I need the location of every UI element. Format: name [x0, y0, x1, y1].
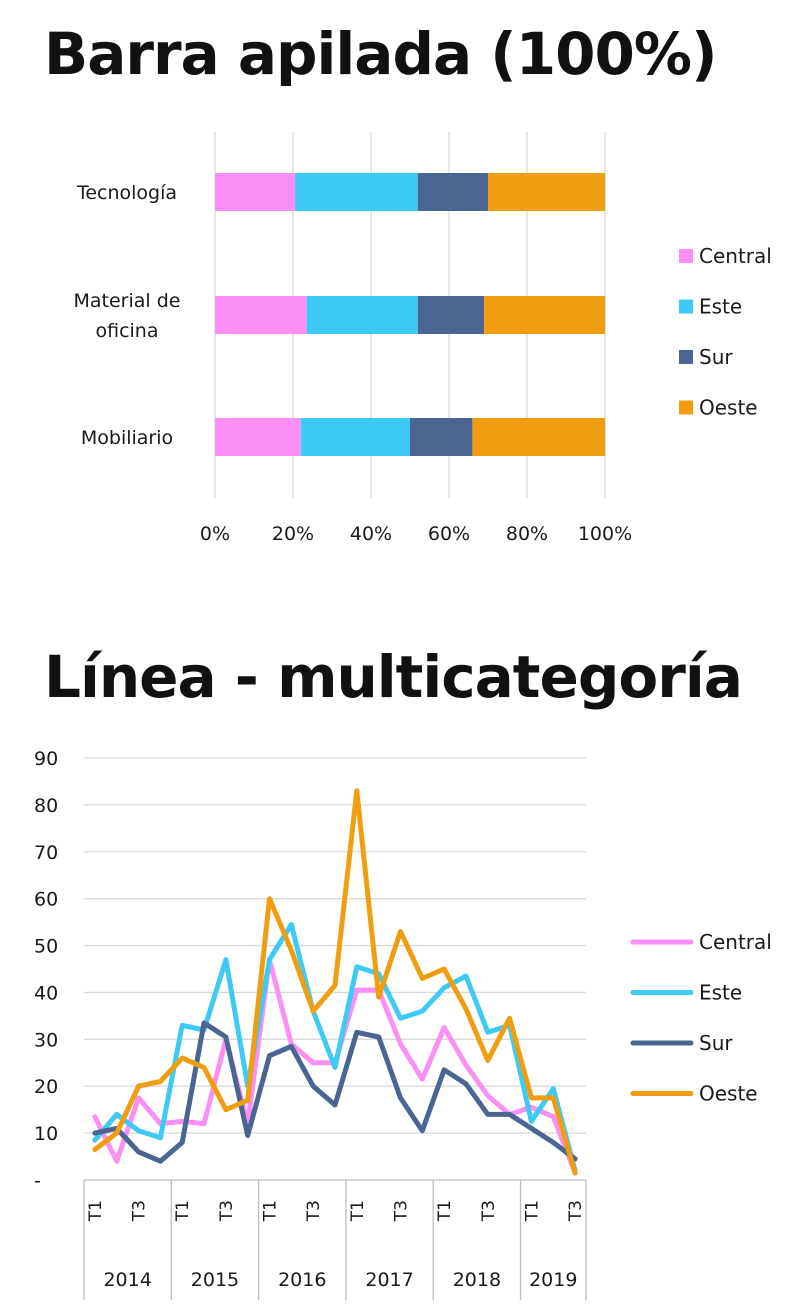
bar-segment-sur	[417, 173, 488, 211]
y-tick-label: 40	[34, 982, 58, 1004]
series-line-oeste	[92, 788, 578, 1176]
year-label: 2017	[365, 1269, 413, 1291]
quarter-label: T3	[217, 1200, 237, 1222]
bar-segment-oeste	[472, 418, 605, 456]
stacked-bar-chart: 0% 20% 40% 60% 80% 100% Tecnología Material de o…	[74, 132, 772, 545]
quarter-label: T1	[173, 1200, 193, 1222]
quarter-label: T3	[391, 1200, 411, 1222]
x-tick-label: 0%	[200, 523, 230, 545]
legend-label-central: Central	[699, 244, 772, 268]
quarter-label: T1	[435, 1200, 455, 1222]
year-label: 2014	[103, 1269, 151, 1291]
y-tick-label: 30	[34, 1029, 58, 1051]
quarter-label: T1	[348, 1200, 368, 1222]
year-label: 2018	[453, 1269, 501, 1291]
year-label: 2015	[191, 1269, 239, 1291]
y-tick-label: 80	[34, 795, 58, 817]
bar-segment-este	[306, 296, 418, 334]
year-label: 2016	[278, 1269, 326, 1291]
quarter-label: T3	[304, 1200, 324, 1222]
x-tick-label: 60%	[428, 523, 470, 545]
legend-swatch-central	[679, 249, 693, 263]
legend-swatch-sur	[679, 350, 693, 364]
legend-label-oeste: Oeste	[699, 1082, 758, 1106]
quarter-label: T3	[130, 1200, 150, 1222]
legend-label-sur: Sur	[699, 1031, 733, 1055]
category-label: Material de oficina	[74, 290, 181, 342]
year-label: 2019	[529, 1269, 577, 1291]
bar-segment-central	[215, 418, 301, 456]
quarter-label: T3	[479, 1200, 499, 1222]
category-label: Tecnología	[76, 182, 177, 204]
bar-segment-este	[294, 173, 418, 211]
legend-swatch-oeste	[679, 400, 693, 415]
quarter-label: T3	[566, 1200, 586, 1222]
bar-segment-este	[300, 418, 410, 456]
x-tick-label: 40%	[350, 523, 392, 545]
series-line-sur	[92, 1020, 578, 1164]
y-tick-label: 70	[34, 842, 58, 864]
legend-label-este: Este	[699, 981, 742, 1005]
x-tick-label: 100%	[578, 523, 632, 545]
chart-title-line: Línea - multicategoría	[44, 643, 743, 711]
y-tick-label: 20	[34, 1076, 58, 1098]
legend-label-central: Central	[699, 930, 772, 954]
y-tick-label: 60	[34, 889, 58, 911]
bar-segment-sur	[410, 418, 473, 456]
y-tick-label: 50	[34, 936, 58, 958]
legend-label-oeste: Oeste	[699, 396, 758, 420]
bar-segment-central	[215, 296, 307, 334]
bar-segment-oeste	[488, 173, 605, 211]
x-tick-label: 80%	[506, 523, 548, 545]
legend-label-este: Este	[699, 295, 742, 319]
bar-segment-sur	[417, 296, 485, 334]
chart-title-stacked-bar: Barra apilada (100%)	[44, 20, 717, 88]
y-tick-label: -	[34, 1170, 41, 1192]
y-tick-label: 10	[34, 1123, 58, 1145]
legend-swatch-este	[679, 299, 693, 314]
legend-label-sur: Sur	[699, 345, 733, 369]
bar-segment-oeste	[484, 296, 605, 334]
x-tick-label: 20%	[272, 523, 314, 545]
category-label: Mobiliario	[81, 427, 173, 449]
quarter-label: T1	[86, 1200, 106, 1222]
quarter-label: T1	[522, 1200, 542, 1222]
quarter-label: T1	[261, 1200, 281, 1222]
bar-segment-central	[215, 173, 295, 211]
y-tick-label: 90	[34, 748, 58, 770]
